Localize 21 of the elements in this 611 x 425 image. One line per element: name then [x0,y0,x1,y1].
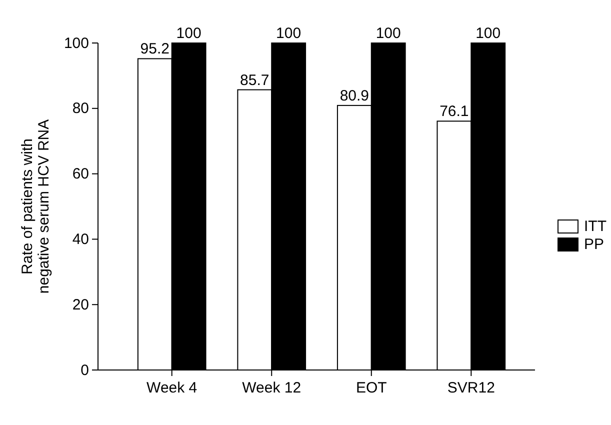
x-tick-label: Week 4 [146,380,198,396]
y-axis-title: Rate of patients with negative serum HCV RNA [18,119,52,294]
x-tick-label: Week 12 [242,380,302,396]
legend-label: ITT [584,218,606,235]
data-label: 95.2 [140,40,170,58]
y-tick-label: 80 [72,100,89,118]
x-tick-label: SVR12 [447,380,495,396]
y-tick-label: 100 [64,34,89,52]
data-label: 100 [176,25,202,42]
y-tick-label: 40 [72,231,89,248]
data-label: 100 [276,25,302,42]
x-tick-label: EOT [356,380,387,396]
legend-label: PP [584,236,604,253]
y-tick-label: 20 [72,296,89,314]
data-label: 100 [376,25,401,42]
y-tick-label: 0 [80,362,89,379]
data-label: 85.7 [240,72,270,89]
data-label: 76.1 [440,103,469,120]
data-label: 80.9 [340,87,370,104]
data-label: 100 [476,25,501,42]
y-tick-label: 60 [72,166,89,183]
